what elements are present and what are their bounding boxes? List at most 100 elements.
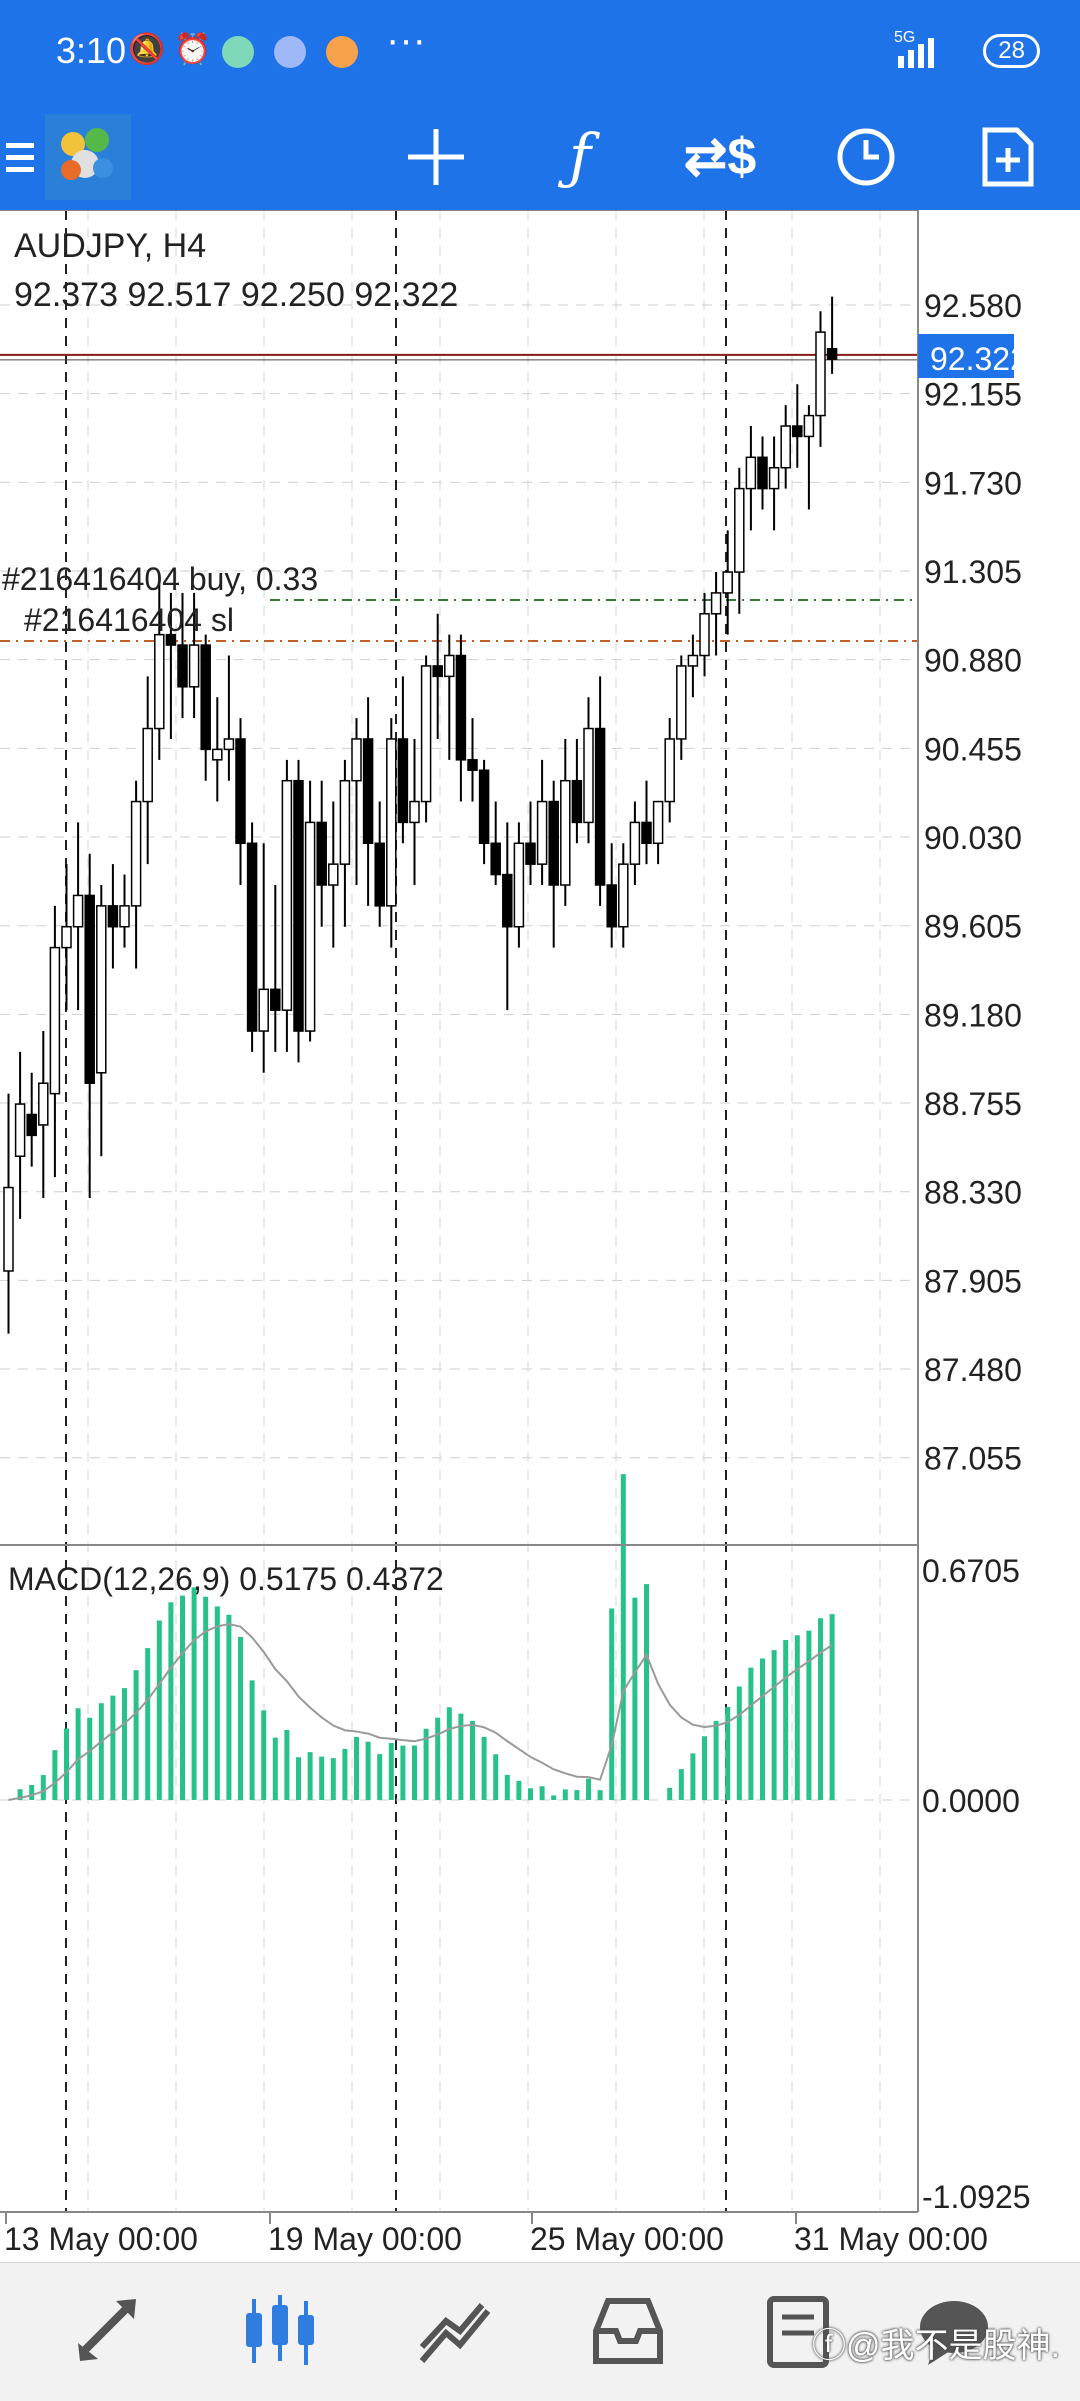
macd-label: MACD(12,26,9) 0.5175 0.4372 (8, 1561, 444, 1597)
candle-body (536, 800, 548, 865)
indicators-icon[interactable]: ƒ (568, 122, 592, 192)
candle-body (583, 727, 594, 824)
candle-body (687, 654, 699, 667)
battery-indicator: 28 (983, 34, 1040, 68)
candle-body (351, 738, 362, 782)
price-tick-label: 91.730 (924, 465, 1022, 501)
candle-body (293, 779, 304, 1032)
candle-body (780, 425, 791, 469)
network-label: 5G (894, 29, 916, 46)
top-toolbar: ƒ ⇄$ (0, 104, 1080, 210)
candle-body (38, 1082, 49, 1126)
symbol-label: AUDJPY, H4 (14, 227, 206, 265)
candle-body (699, 613, 710, 657)
candle-body (571, 779, 583, 824)
quotes-icon[interactable] (70, 2291, 150, 2371)
candle-body (72, 894, 84, 928)
app-notif-icon-2 (274, 36, 306, 68)
crosshair-icon[interactable] (396, 104, 476, 210)
mute-icon: 🔕 (128, 33, 166, 66)
candle-body (200, 644, 211, 751)
candle-body (676, 665, 687, 740)
app-logo[interactable] (44, 104, 132, 210)
more-icon: ··· (386, 18, 426, 62)
price-tick-label: 90.880 (924, 643, 1022, 679)
status-bar: 3:10 🔕 ⏰ ··· 5G 28 (0, 0, 1080, 104)
messages-tab-icon[interactable] (760, 2291, 840, 2371)
candle-body (14, 1103, 26, 1157)
price-tick-label: 89.605 (924, 909, 1022, 945)
candle-body (467, 759, 478, 772)
price-tick-label: 89.180 (924, 997, 1022, 1033)
candle-body (560, 779, 571, 886)
candle-body (223, 738, 235, 751)
candle-body (768, 466, 780, 490)
chat-tab-icon[interactable] (914, 2291, 994, 2371)
trade-tab-icon[interactable] (416, 2291, 496, 2371)
chart-tab-icon[interactable] (240, 2291, 320, 2371)
price-chart[interactable]: 92.580 92.155 91.730 91.305 90.880 90.455 90.0… (0, 209, 1080, 2262)
candle-body (444, 654, 455, 678)
candle-body (815, 331, 826, 417)
current-price-tag: 92.322 (918, 334, 1028, 378)
candle-body (606, 884, 617, 928)
date-label: 13 May 00:00 (4, 2221, 198, 2257)
candle-body (826, 348, 838, 360)
candle-body (803, 414, 815, 438)
history-tab-icon[interactable] (588, 2291, 668, 2371)
candle-body (212, 748, 223, 761)
history-icon[interactable] (826, 104, 906, 210)
price-tick-label: 91.305 (924, 554, 1022, 590)
price-tick-label: 88.330 (924, 1175, 1022, 1211)
chart-canvas[interactable]: 92.580 92.155 91.730 91.305 90.880 90.455 90.0… (0, 209, 1080, 2262)
candle-body (154, 633, 165, 730)
candle-body (119, 905, 130, 928)
candle-body (374, 842, 385, 907)
candle-body (525, 842, 536, 865)
current-price-label: 92.322 (930, 341, 1028, 377)
macd-tick-label: 0.0000 (922, 1783, 1020, 1819)
trade-icon[interactable]: ⇄$ (683, 128, 757, 186)
sl-label: #216416404 sl (24, 602, 234, 638)
candle-body (304, 821, 316, 1032)
candle-body (339, 779, 351, 865)
macd-layer: 0.6705 0.0000 -1.0925 (0, 1474, 1031, 2215)
price-tick-label: 88.755 (924, 1086, 1022, 1122)
chart-grid: 92.580 92.155 91.730 91.305 90.880 90.455 90.0… (0, 210, 1022, 2257)
menu-icon[interactable] (0, 104, 40, 210)
date-label: 25 May 00:00 (530, 2221, 724, 2257)
new-order-icon[interactable] (968, 104, 1048, 210)
price-tick-label: 87.905 (924, 1263, 1022, 1299)
candle-body (420, 665, 432, 803)
candle-body (246, 842, 258, 1032)
candle-body (130, 800, 142, 907)
candle-body (96, 905, 107, 1074)
candle-body (188, 644, 200, 688)
candle-body (710, 592, 722, 615)
candle-body (594, 727, 606, 886)
candle-body (618, 863, 629, 928)
macd-signal-line (8, 1623, 833, 1801)
alarm-icon: ⏰ (174, 33, 212, 66)
macd-tick-label: -1.0925 (922, 2179, 1031, 2215)
candle-body (757, 456, 768, 490)
price-tick-label: 87.480 (924, 1352, 1022, 1388)
candle-body (26, 1113, 37, 1137)
candle-body (792, 425, 803, 438)
candle-body (397, 738, 409, 824)
app-notif-icon-3 (326, 36, 358, 68)
macd-tick-label: 0.6705 (922, 1553, 1020, 1589)
price-tick-label: 90.455 (924, 731, 1022, 767)
candle-body (386, 738, 397, 907)
price-tick-label: 92.155 (924, 377, 1022, 413)
candle-body (513, 842, 525, 928)
bottom-navigation (0, 2262, 1080, 2401)
candle-body (409, 800, 420, 824)
price-tick-label: 87.055 (924, 1441, 1022, 1477)
signal-icon (898, 38, 934, 68)
watermark: ⓕ@我不是股神. (812, 2327, 1060, 2365)
candle-body (328, 863, 339, 886)
candle-body (270, 988, 281, 1011)
candle-body (49, 946, 61, 1095)
candle-body (362, 738, 374, 845)
